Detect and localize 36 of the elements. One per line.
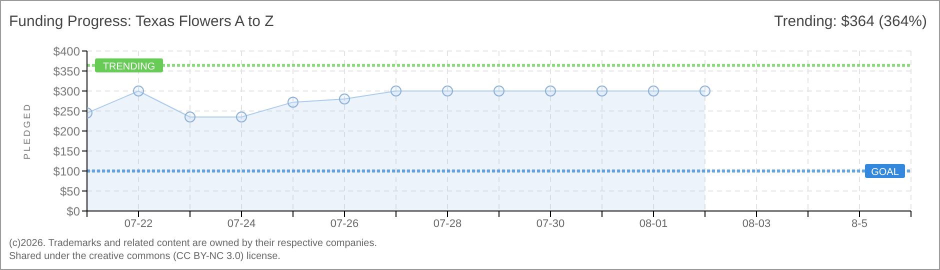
y-tick-label: $0 — [66, 204, 80, 218]
chart-title: Funding Progress: Texas Flowers A to Z — [9, 13, 274, 30]
point — [288, 96, 298, 108]
point — [545, 86, 556, 96]
point — [236, 112, 247, 122]
x-tick-label: 07-30 — [536, 218, 565, 230]
y-axis-title: PLEDGED — [22, 102, 32, 160]
point — [596, 86, 608, 96]
y-tick-label: $150 — [53, 144, 80, 158]
y-tick-label: $350 — [53, 64, 80, 78]
y-tick-label: $250 — [53, 104, 80, 118]
y-tick-label: $100 — [53, 164, 80, 178]
chart-subtitle: Trending: $364 (364%) — [774, 13, 927, 30]
point — [494, 86, 504, 96]
x-tick-label: 8-5 — [852, 218, 868, 230]
y-tick-label: $400 — [53, 44, 80, 58]
ref-line-label: TRENDING — [102, 61, 156, 72]
point — [442, 86, 453, 96]
ref-line-label: GOAL — [871, 167, 900, 178]
point — [133, 86, 144, 96]
y-tick-label: $50 — [60, 184, 80, 198]
y-tick-label: $300 — [53, 84, 80, 98]
point — [184, 112, 196, 122]
point — [339, 94, 350, 104]
x-tick-label: 07-28 — [433, 218, 462, 230]
point — [648, 86, 659, 96]
x-tick-label: 07-26 — [330, 218, 359, 230]
x-tick-label: 08-01 — [639, 218, 668, 230]
x-tick-label: 07-24 — [227, 218, 256, 230]
text: Shared under the creative commons (CC BY-NC 3.0) license. — [9, 250, 282, 263]
point — [700, 86, 710, 96]
point — [390, 86, 402, 96]
x-tick-label: 07-22 — [124, 218, 153, 230]
x-tick-label: 08-03 — [742, 218, 771, 230]
y-tick-label: $200 — [53, 124, 80, 138]
text: (c)2026. Trademarks and related content are owned by their respective companies. — [9, 237, 377, 250]
